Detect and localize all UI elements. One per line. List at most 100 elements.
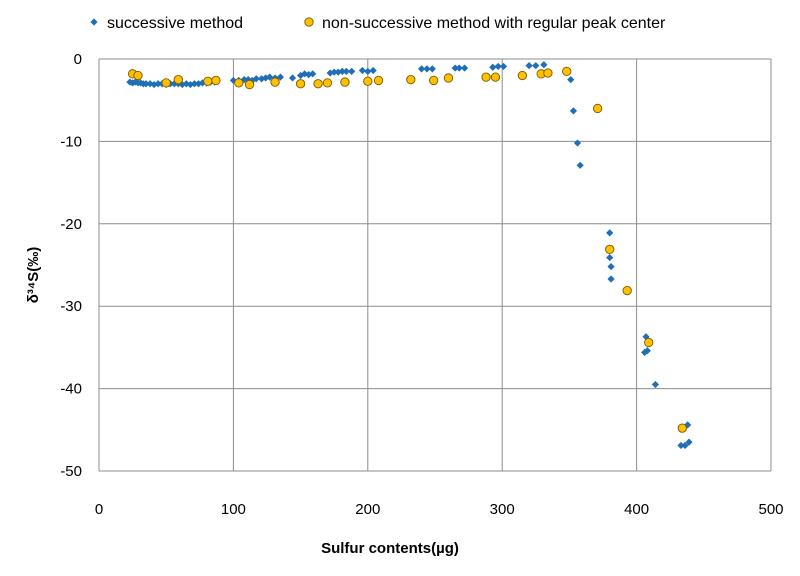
successive-point <box>369 66 377 75</box>
successive-point <box>309 70 317 78</box>
gridlines <box>98 58 772 472</box>
non-successive-point <box>211 75 221 86</box>
non-successive-point <box>677 423 687 433</box>
successive-point <box>358 66 367 75</box>
non-successive-point <box>270 77 280 87</box>
successive-point <box>681 441 689 450</box>
non-successive-point <box>644 337 654 348</box>
successive-point <box>540 61 548 69</box>
non-successive-point <box>161 78 171 88</box>
legend-item-non-successive: non-successive method with regular peak … <box>304 15 666 32</box>
y-axis-title: δ³⁴S(‰) <box>25 247 42 304</box>
successive-point <box>685 438 693 446</box>
successive-point <box>423 65 431 73</box>
successive-point <box>684 421 692 429</box>
successive-point <box>642 333 650 341</box>
legend-item-successive: successive method <box>90 15 243 32</box>
non-successive-point <box>490 72 501 82</box>
successive-point <box>364 67 372 75</box>
successive-point <box>301 70 309 78</box>
x-tick-label: 300 <box>490 501 515 518</box>
successive-point <box>460 64 469 72</box>
legend-circle-marker <box>304 17 314 27</box>
successive-point <box>576 161 584 169</box>
non-successive-point <box>481 72 491 82</box>
y-tick-label: -50 <box>60 463 82 480</box>
y-tick-label: -10 <box>60 133 82 150</box>
successive-point <box>567 76 575 84</box>
successive-point <box>194 80 203 88</box>
non-successive-point <box>133 70 143 81</box>
legend: successive method non-successive method … <box>90 15 666 32</box>
y-tick-label: -30 <box>60 298 82 315</box>
successive-point <box>288 74 297 82</box>
non-successive-point <box>517 70 528 81</box>
y-tick-label: -40 <box>60 381 82 398</box>
successive-point <box>258 75 266 83</box>
successive-point <box>525 61 533 70</box>
successive-point <box>494 62 502 71</box>
successive-point <box>190 80 199 88</box>
successive-point <box>338 67 346 75</box>
non-successive-point <box>244 79 255 90</box>
non-successive-point <box>234 78 244 88</box>
non-successive-point <box>622 285 632 296</box>
non-successive-point <box>605 244 615 254</box>
non-successive-point <box>429 75 439 86</box>
successive-point <box>326 69 334 77</box>
non-successive-point <box>322 78 333 88</box>
successive-point <box>607 263 615 271</box>
successive-point <box>499 62 508 71</box>
successive-point <box>643 347 651 355</box>
successive-point <box>651 380 660 389</box>
non-successive-point <box>543 68 553 78</box>
legend-label-successive: successive method <box>107 15 243 32</box>
tick-labels: 0 100 200 300 400 500 0 -10 -20 -30 -40 -50 <box>60 51 783 518</box>
successive-point <box>677 441 685 450</box>
successive-point <box>330 68 338 76</box>
non-successive-point <box>562 66 572 77</box>
successive-point <box>182 80 190 88</box>
non-successive-point <box>340 77 350 87</box>
non-successive-point <box>592 103 603 114</box>
x-tick-label: 500 <box>758 501 783 518</box>
x-axis-title: Sulfur contents(µg) <box>321 540 459 557</box>
non-successive-point <box>203 76 213 86</box>
y-tick-label: -20 <box>60 216 82 233</box>
successive-point <box>417 65 426 73</box>
successive-point <box>573 139 582 147</box>
successive-point <box>489 63 497 71</box>
successive-point <box>606 253 614 262</box>
successive-point <box>607 275 615 283</box>
successive-point <box>348 67 356 75</box>
successive-point <box>276 73 285 81</box>
successive-point <box>428 65 436 73</box>
successive-point <box>569 107 578 115</box>
legend-diamond-marker <box>90 18 98 26</box>
successive-point <box>342 67 350 75</box>
non-successive-point <box>443 73 454 83</box>
successive-point <box>451 64 459 72</box>
successive-point <box>297 71 305 80</box>
non-successive-point <box>363 76 373 86</box>
non-successive-point <box>313 79 323 89</box>
non-successive-point <box>295 79 306 89</box>
x-tick-label: 100 <box>221 501 246 518</box>
y-tick-label: 0 <box>74 51 82 68</box>
x-tick-label: 0 <box>95 501 103 518</box>
x-tick-label: 200 <box>355 501 380 518</box>
data-points <box>126 61 693 450</box>
successive-point <box>252 75 260 83</box>
successive-point <box>532 61 540 70</box>
x-tick-label: 400 <box>624 501 649 518</box>
successive-point <box>455 64 463 72</box>
successive-point <box>142 80 150 88</box>
legend-label-non-successive: non-successive method with regular peak … <box>322 15 666 32</box>
non-successive-point <box>406 74 416 85</box>
successive-point <box>154 80 162 88</box>
successive-point <box>606 229 614 237</box>
non-successive-point <box>373 75 384 86</box>
non-successive-point <box>173 74 183 85</box>
